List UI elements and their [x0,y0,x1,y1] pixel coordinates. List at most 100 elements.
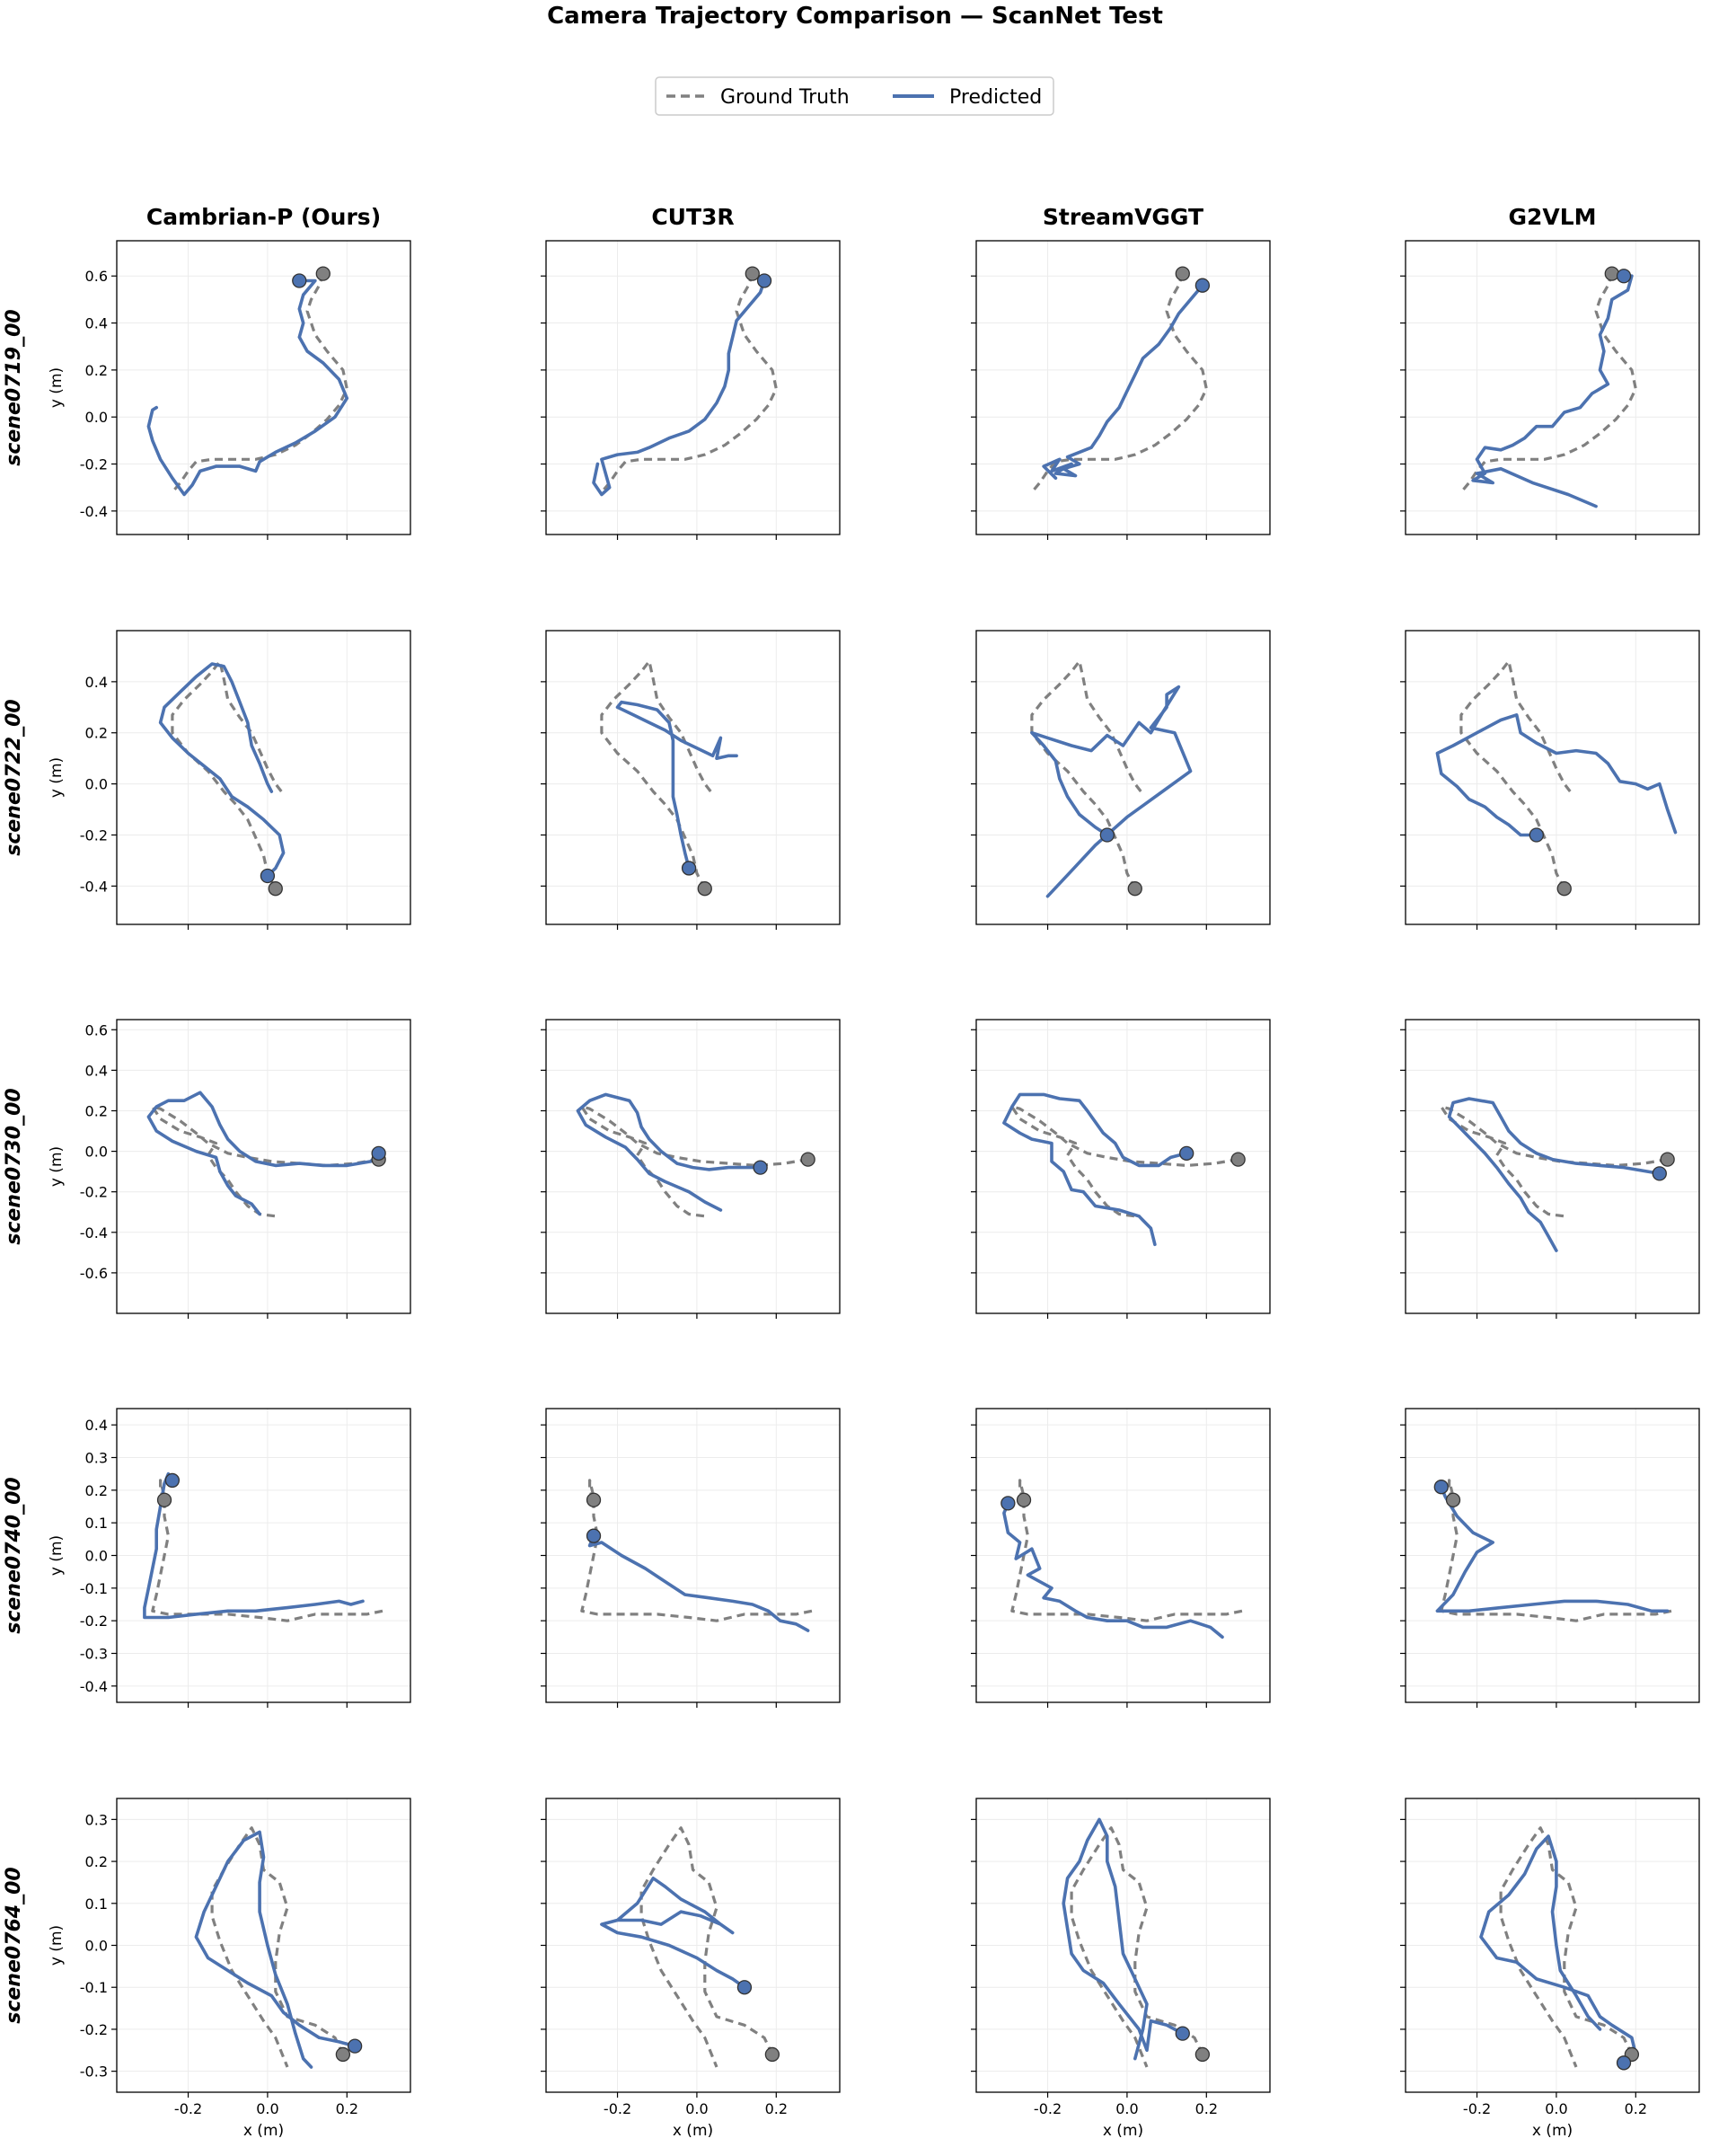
ground-truth-start-marker [156,1492,172,1507]
predicted-line [587,1533,810,1632]
plot-frame [545,1408,841,1703]
ground-truth-start-marker [315,266,331,281]
plot-frame [1405,1798,1700,2093]
panel-scene0764_00-streamvggt: -0.2 0.0 0.2 x (m) [971,1798,1271,2140]
y-axis-label: y (m) [48,1146,66,1187]
legend: Ground Truth Predicted [655,76,1054,116]
x-tick-label: 0.0 [256,2100,278,2117]
y-tick-label: 0.0 [85,1938,108,1955]
ground-truth-start-marker [1230,1152,1246,1167]
x-tick-label: -0.2 [1034,2100,1062,2117]
ground-truth-line [171,273,348,493]
predicted-start-marker [1000,1496,1016,1511]
panel-scene0740_00-cambrian-p-ours: -0.4 -0.3 -0.2 -0.1 0.0 0.1 0.2 0.3 0.4 y (m) [48,1408,411,1708]
plot-area [1062,1817,1211,2068]
row-label-scene0764_00: scene0764_00 [3,1867,25,2024]
predicted-line [146,278,349,497]
predicted-line [1471,274,1634,508]
plot-area [146,1091,386,1218]
x-axis-label: x (m) [1532,2122,1573,2140]
plot-frame [545,1019,841,1314]
plot-background [976,241,1270,535]
plot-frame [1405,1019,1700,1314]
y-tick-label: -0.4 [80,503,108,520]
predicted-line [1062,1817,1185,2061]
predicted-line [1030,685,1193,898]
panel-scene0740_00-streamvggt [971,1408,1271,1708]
y-tick-label: 0.4 [85,1062,108,1079]
plot-frame [975,1019,1271,1314]
predicted-line [615,700,738,870]
plot-frame [1405,1408,1700,1703]
plot-area [1440,1097,1675,1252]
plot-area [1433,1479,1672,1622]
plot-frame [116,240,411,535]
x-tick-label: 0.2 [336,2100,358,2117]
predicted-start-marker [347,2038,363,2054]
y-tick-label: -0.2 [80,2021,108,2038]
plot-background [976,1020,1270,1313]
y-tick-label: 0.0 [85,409,108,426]
y-tick-label: 0.2 [85,1482,108,1499]
x-axis-label: x (m) [243,2122,284,2140]
y-axis-label: y (m) [48,1535,66,1576]
predicted-line [600,1877,746,1989]
ground-truth-start-marker [1194,2046,1211,2063]
y-tick-label: -0.2 [80,826,108,844]
panel-scene0740_00-g2vlm [1400,1408,1700,1708]
x-tick-label: 0.2 [1195,2100,1218,2117]
y-tick-label: -0.4 [80,1224,108,1241]
plot-frame [975,240,1271,535]
y-tick-label: 0.3 [85,1811,108,1828]
x-tick-label: 0.2 [765,2100,788,2117]
y-tick-label: 0.2 [85,1853,108,1870]
predicted-start-marker [1179,1145,1194,1161]
ground-truth-start-marker [1016,1492,1032,1507]
plot-frame [545,630,841,925]
predicted-start-marker [1529,827,1544,843]
y-axis-label: y (m) [48,1925,66,1966]
plot-frame [116,1019,411,1314]
predicted-line [1435,712,1678,837]
panel-scene0730_00-streamvggt [971,1019,1271,1319]
plot-area [1435,659,1678,897]
x-axis-label: x (m) [1103,2122,1143,2140]
y-tick-label: 0.6 [85,268,108,285]
y-tick-label: 0.4 [85,674,108,691]
plot-background [546,631,840,924]
plot-area [1000,1479,1243,1639]
plot-area [592,266,778,497]
plot-area [146,266,349,497]
predicted-line [1479,1834,1638,2065]
predicted-start-marker [292,273,307,288]
x-tick-label: 0.0 [1115,2100,1138,2117]
ground-truth-start-marker [1660,1152,1675,1167]
legend-label-predicted: Predicted [949,86,1042,109]
predicted-start-marker [1194,278,1211,293]
panel-scene0740_00-cut3r [541,1408,841,1708]
ground-truth-start-marker [1556,881,1572,897]
predicted-line [1002,1501,1224,1639]
panel-scene0730_00-g2vlm [1400,1019,1700,1319]
predicted-start-marker [756,273,772,288]
predicted-start-marker [1175,2026,1190,2041]
plot-area [1002,1092,1246,1247]
plot-area [1030,659,1193,898]
column-title-cut3r: CUT3R [651,204,734,230]
ground-truth-line [1459,659,1573,889]
ground-truth-line [639,1826,774,2068]
row-label-scene0740_00: scene0740_00 [3,1477,25,1634]
plot-area [1030,266,1211,493]
predicted-start-marker [371,1145,386,1161]
y-tick-label: 0.1 [85,1515,108,1532]
y-axis-label: y (m) [48,757,66,798]
ground-truth-line [210,1826,345,2068]
y-tick-label: 0.2 [85,1102,108,1119]
y-tick-label: 0.0 [85,1548,108,1565]
y-tick-label: 0.3 [85,1450,108,1467]
ground-truth-line [1459,273,1637,493]
ground-truth-start-marker [697,881,712,897]
panel-scene0719_00-cambrian-p-ours: -0.4 -0.2 0.0 0.2 0.4 0.6 y (m) [48,240,411,540]
plot-area [576,1092,815,1218]
